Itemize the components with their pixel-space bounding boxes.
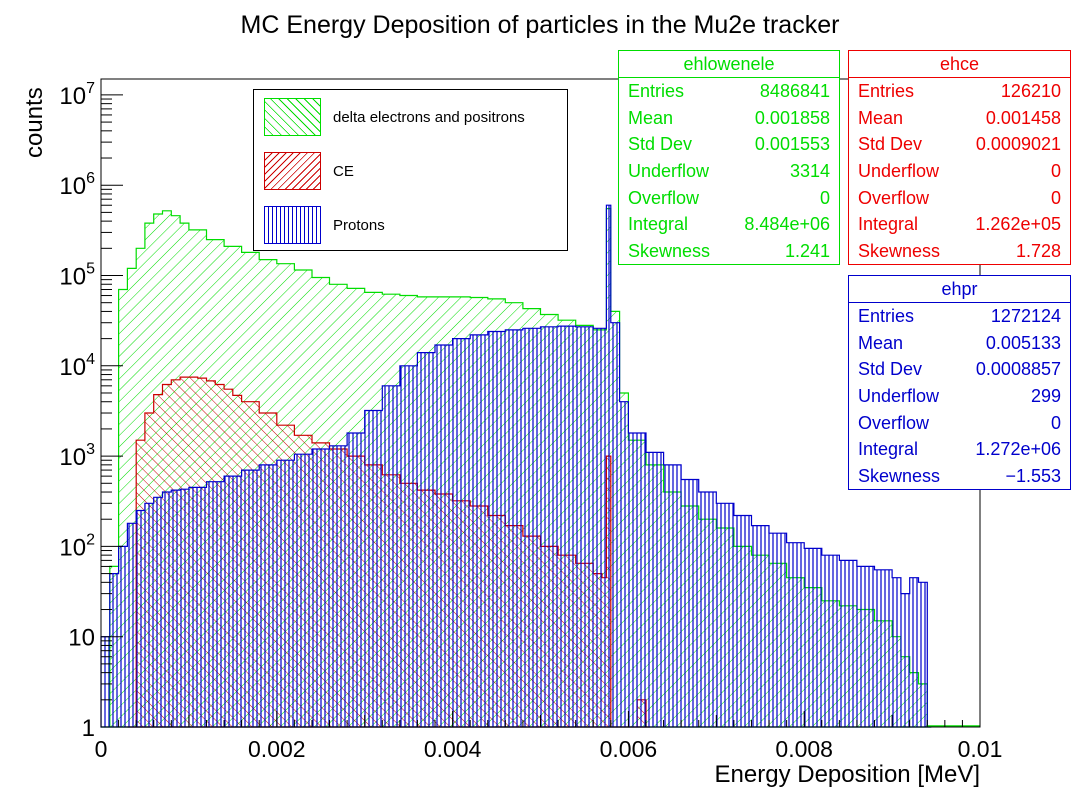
- stats-row-overflow: Overflow 0: [619, 185, 839, 212]
- stats-row-value: 0.001553: [754, 134, 830, 155]
- stats-row-integral: Integral 1.272e+06: [849, 436, 1070, 463]
- chart-title: MC Energy Deposition of particles in the…: [241, 11, 840, 39]
- stats-box-ehlowenele: ehlowenele Entries 8486841 Mean 0.001858 Std…: [618, 50, 840, 265]
- y-tick-label: 10: [68, 625, 95, 652]
- stats-row-label: Integral: [858, 439, 919, 460]
- stats-row-mean: Mean 0.001858: [619, 105, 839, 132]
- x-tick-label: 0.002: [248, 736, 306, 762]
- x-axis-label: Energy Deposition [MeV]: [715, 761, 980, 788]
- stats-row-label: Entries: [858, 81, 915, 101]
- stats-row-value: 8.484e+06: [744, 214, 830, 235]
- stats-row-value: 0: [1050, 161, 1061, 182]
- stats-box-ehce: ehce Entries 126210 Mean 0.001458 Std Dev 0.0…: [848, 50, 1071, 265]
- stats-row-value: 0: [1050, 412, 1061, 433]
- stats-row-mean: Mean 0.005133: [849, 330, 1070, 357]
- stats-row-std-dev: Std Dev 0.001553: [619, 131, 839, 158]
- legend-entry-ce: CE: [264, 152, 354, 190]
- legend-label-ce: CE: [333, 162, 354, 180]
- stats-row-label: Integral: [628, 214, 689, 235]
- stats-row-label: Std Dev: [858, 134, 923, 155]
- stats-row-value: 3314: [789, 161, 830, 182]
- stats-row-underflow: Underflow 3314: [619, 158, 839, 185]
- stats-row-label: Underflow: [628, 161, 710, 182]
- legend-label-delta: delta electrons and positrons: [333, 108, 525, 126]
- stats-row-value: 0.005133: [985, 332, 1061, 353]
- stats-row-entries: Entries 8486841: [619, 78, 839, 105]
- stats-box-ehpr: ehpr Entries 1272124 Mean 0.005133 Std Dev 0.…: [848, 275, 1071, 490]
- stats-row-underflow: Underflow 0: [849, 158, 1070, 185]
- stats-row-label: Overflow: [628, 187, 700, 208]
- stats-row-value: 1.272e+06: [975, 439, 1061, 460]
- stats-title: ehpr: [849, 276, 1070, 303]
- x-tick-label: 0.006: [600, 736, 658, 762]
- stats-row-value: 126210: [1000, 81, 1061, 101]
- legend-entry-protons: Protons: [264, 206, 385, 244]
- stats-row-underflow: Underflow 299: [849, 383, 1070, 410]
- stats-row-integral: Integral 1.262e+05: [849, 211, 1070, 238]
- stats-row-value: −1.553: [1005, 466, 1061, 487]
- y-tick-label: 106: [59, 170, 95, 200]
- x-tick-label: 0.01: [958, 736, 1003, 762]
- x-tick-label: 0.004: [424, 736, 482, 762]
- stats-row-mean: Mean 0.001458: [849, 105, 1070, 132]
- y-tick-label: 104: [59, 351, 95, 381]
- stats-row-label: Underflow: [858, 386, 940, 407]
- stats-row-label: Skewness: [858, 241, 941, 262]
- stats-row-label: Entries: [628, 81, 685, 101]
- legend-swatch-delta: [264, 98, 321, 136]
- stats-row-std-dev: Std Dev 0.0008857: [849, 356, 1070, 383]
- legend-swatch-protons: [264, 206, 321, 244]
- y-axis-label: counts: [21, 87, 48, 158]
- stats-row-label: Overflow: [858, 187, 930, 208]
- stats-row-label: Integral: [858, 214, 919, 235]
- stats-row-std-dev: Std Dev 0.0009021: [849, 131, 1070, 158]
- stats-row-entries: Entries 1272124: [849, 303, 1070, 330]
- legend-entry-delta: delta electrons and positrons: [264, 98, 525, 136]
- stats-title: ehlowenele: [619, 51, 839, 78]
- stats-row-value: 0.0009021: [975, 134, 1061, 155]
- y-tick-label: 107: [59, 80, 95, 110]
- stats-row-value: 0: [1050, 187, 1061, 208]
- legend: delta electrons and positrons CE Protons: [253, 89, 568, 251]
- stats-row-label: Skewness: [858, 466, 941, 487]
- stats-row-label: Skewness: [628, 241, 711, 262]
- stats-row-value: 299: [1030, 386, 1061, 407]
- stats-row-label: Std Dev: [858, 359, 923, 380]
- legend-label-protons: Protons: [333, 216, 385, 234]
- stats-row-value: 0: [819, 187, 830, 208]
- stats-row-skewness: Skewness 1.728: [849, 238, 1070, 265]
- stats-row-label: Overflow: [858, 412, 930, 433]
- stats-row-value: 1.262e+05: [975, 214, 1061, 235]
- stats-row-label: Mean: [858, 107, 904, 128]
- stats-row-label: Std Dev: [628, 134, 693, 155]
- y-tick-label: 105: [59, 261, 95, 291]
- stats-row-value: 8486841: [759, 81, 830, 101]
- stats-row-entries: Entries 126210: [849, 78, 1070, 105]
- legend-swatch-ce: [264, 152, 321, 190]
- stats-row-value: 1.728: [1015, 241, 1061, 262]
- stats-row-overflow: Overflow 0: [849, 185, 1070, 212]
- stats-title: ehce: [849, 51, 1070, 78]
- y-tick-label: 1: [82, 715, 95, 742]
- stats-row-integral: Integral 8.484e+06: [619, 211, 839, 238]
- stats-row-value: 1272124: [990, 306, 1061, 326]
- y-tick-label: 102: [59, 531, 95, 561]
- stats-row-value: 0.001858: [754, 107, 830, 128]
- stats-row-label: Entries: [858, 306, 915, 326]
- stats-row-overflow: Overflow 0: [849, 410, 1070, 437]
- stats-row-value: 0.001458: [985, 107, 1061, 128]
- stats-row-label: Underflow: [858, 161, 940, 182]
- stats-row-label: Mean: [858, 332, 904, 353]
- stats-row-value: 1.241: [784, 241, 830, 262]
- stats-row-skewness: Skewness 1.241: [619, 238, 839, 265]
- stats-row-skewness: Skewness −1.553: [849, 463, 1070, 490]
- y-tick-label: 103: [59, 441, 95, 471]
- series-ehpr: [100, 204, 932, 728]
- stats-row-value: 0.0008857: [975, 359, 1061, 380]
- x-tick-label: 0: [95, 736, 108, 762]
- stats-row-label: Mean: [628, 107, 674, 128]
- x-tick-label: 0.008: [775, 736, 833, 762]
